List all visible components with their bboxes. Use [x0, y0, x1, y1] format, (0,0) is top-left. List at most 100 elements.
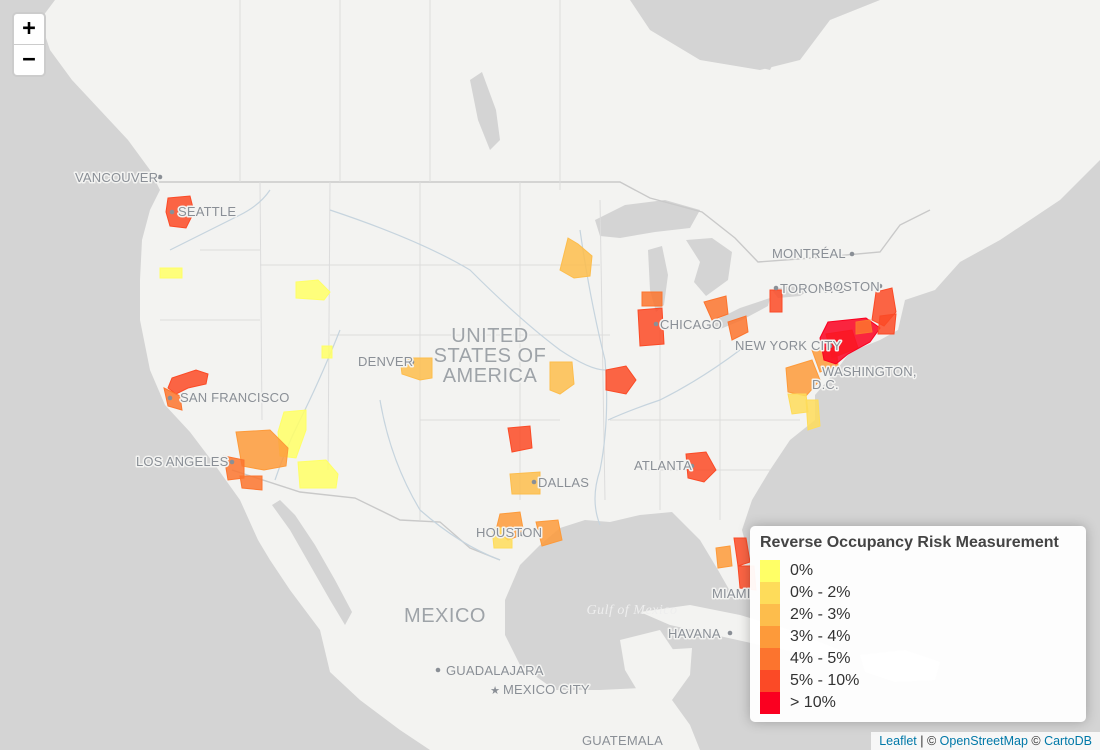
legend-label: 3% - 4% — [790, 628, 851, 645]
risk-region-monterey[interactable] — [163, 387, 183, 411]
risk-region-kansas-city[interactable] — [549, 361, 575, 395]
risk-region-milwaukee[interactable] — [641, 291, 663, 307]
risk-region-san-antonio[interactable] — [491, 527, 513, 549]
risk-region-boise[interactable] — [295, 279, 331, 301]
risk-region-seattle[interactable] — [165, 195, 195, 229]
us-mexico-border — [231, 469, 501, 561]
risk-region-hartford[interactable] — [855, 319, 873, 335]
risk-region-salt-lake-city[interactable] — [321, 345, 333, 359]
risk-region-norfolk[interactable] — [805, 399, 821, 431]
atlanta-dot-icon — [689, 463, 695, 469]
cartodb-link[interactable]: CartoDB — [1044, 734, 1092, 748]
legend-swatch — [760, 626, 780, 648]
city-label-mexico-city: MEXICO CITY — [503, 682, 590, 697]
zoom-control: + − — [12, 12, 46, 77]
risk-region-atlanta[interactable] — [685, 451, 717, 483]
risk-region-phoenix[interactable] — [297, 459, 339, 489]
zoom-in-button[interactable]: + — [22, 16, 36, 41]
risk-region-st-louis[interactable] — [605, 365, 637, 395]
denver-dot-icon — [409, 359, 415, 365]
land-baja-california — [258, 505, 348, 650]
columbia-river — [169, 189, 271, 251]
risk-region-dallas[interactable] — [509, 471, 541, 495]
risk-region-buffalo[interactable] — [769, 289, 783, 313]
city-label-san-francisco: SAN FRANCISCO — [180, 390, 290, 405]
city-label-seattle: SEATTLE — [178, 204, 236, 219]
gulf-of-california — [272, 500, 352, 625]
city-label-new-york-city: NEW YORK CITY — [735, 338, 842, 353]
leaflet-link[interactable]: Leaflet — [879, 734, 917, 748]
risk-region-cleveland[interactable] — [727, 315, 749, 341]
country-label-mexico: MEXICO — [404, 605, 486, 627]
san-francisco-dot-icon — [167, 395, 173, 401]
missouri-river — [329, 209, 606, 371]
sea-label-gulf-of-mexico: Gulf of Mexico — [587, 603, 678, 618]
city-label-denver: DENVER — [358, 354, 413, 369]
los-angeles-dot-icon — [229, 459, 235, 465]
us-canada-border — [150, 181, 931, 263]
legend-swatch — [760, 692, 780, 714]
risk-region-chicago[interactable] — [637, 307, 665, 347]
risk-region-houston-east[interactable] — [535, 519, 563, 547]
attribution: Leaflet | © OpenStreetMap © CartoDB — [871, 732, 1100, 750]
city-label-vancouver: VANCOUVER — [75, 170, 158, 185]
lake-erie — [712, 298, 770, 330]
risk-region-denver[interactable] — [399, 357, 433, 381]
boston-dot-icon — [877, 283, 883, 289]
attribution-sep: © — [1027, 734, 1045, 748]
toronto-dot-icon — [773, 285, 779, 291]
risk-region-oklahoma-city[interactable] — [507, 425, 533, 453]
city-label-guadalajara: GUADALAJARA — [446, 663, 544, 678]
legend-item: 4% - 5% — [760, 648, 1076, 670]
country-label-states-of: STATES OF — [434, 345, 547, 367]
ohio-river — [607, 349, 741, 421]
dallas-dot-icon — [531, 479, 537, 485]
legend-label: 4% - 5% — [790, 650, 851, 667]
risk-region-san-francisco-bay[interactable] — [167, 369, 209, 395]
city-label-washington: WASHINGTON, — [822, 364, 917, 379]
city-label-toronto: TORONTO — [780, 281, 846, 296]
havana-dot-icon — [727, 630, 733, 636]
miami-dot-icon — [745, 591, 751, 597]
legend-item: 0% — [760, 560, 1076, 582]
legend-item: 2% - 3% — [760, 604, 1076, 626]
vancouver-dot-icon — [157, 174, 163, 180]
rivers — [169, 189, 741, 561]
new-york-city-dot-icon — [827, 343, 833, 349]
risk-region-san-diego[interactable] — [239, 475, 263, 491]
risk-region-portland[interactable] — [159, 267, 183, 279]
land-yucatan — [620, 630, 680, 695]
city-label-dallas: DALLAS — [538, 475, 589, 490]
legend-swatch — [760, 648, 780, 670]
city-label-guatemala: GUATEMALA — [582, 733, 663, 748]
legend-item: 3% - 4% — [760, 626, 1076, 648]
legend-label: 5% - 10% — [790, 672, 860, 689]
risk-region-washington-dc[interactable] — [785, 359, 821, 397]
legend-item: 5% - 10% — [760, 670, 1076, 692]
city-label-houston: HOUSTON — [476, 525, 542, 540]
city-label-miami: MIAMI — [712, 586, 751, 601]
risk-region-tampa[interactable] — [715, 545, 733, 569]
city-label-montr-al: MONTRÉAL — [772, 246, 846, 261]
legend-item: > 10% — [760, 692, 1076, 714]
legend-swatch — [760, 560, 780, 582]
legend-label: > 10% — [790, 694, 836, 711]
rio-grande — [379, 399, 501, 561]
legend-label: 0% - 2% — [790, 584, 851, 601]
country-label-america: AMERICA — [443, 365, 538, 387]
zoom-out-button[interactable]: − — [14, 44, 44, 75]
openstreetmap-link[interactable]: OpenStreetMap — [939, 734, 1028, 748]
montr-al-dot-icon — [849, 251, 855, 257]
lake-superior — [595, 200, 700, 238]
lake-winnipeg — [470, 72, 500, 150]
mexico-city-star-icon: ★ — [490, 684, 500, 697]
legend-label: 2% - 3% — [790, 606, 851, 623]
risk-region-minneapolis[interactable] — [559, 237, 593, 279]
risk-region-providence[interactable] — [877, 313, 897, 335]
attribution-sep: | © — [916, 734, 940, 748]
risk-region-richmond[interactable] — [787, 393, 809, 415]
city-label-chicago: CHICAGO — [660, 317, 722, 332]
risk-region-detroit[interactable] — [703, 295, 729, 321]
